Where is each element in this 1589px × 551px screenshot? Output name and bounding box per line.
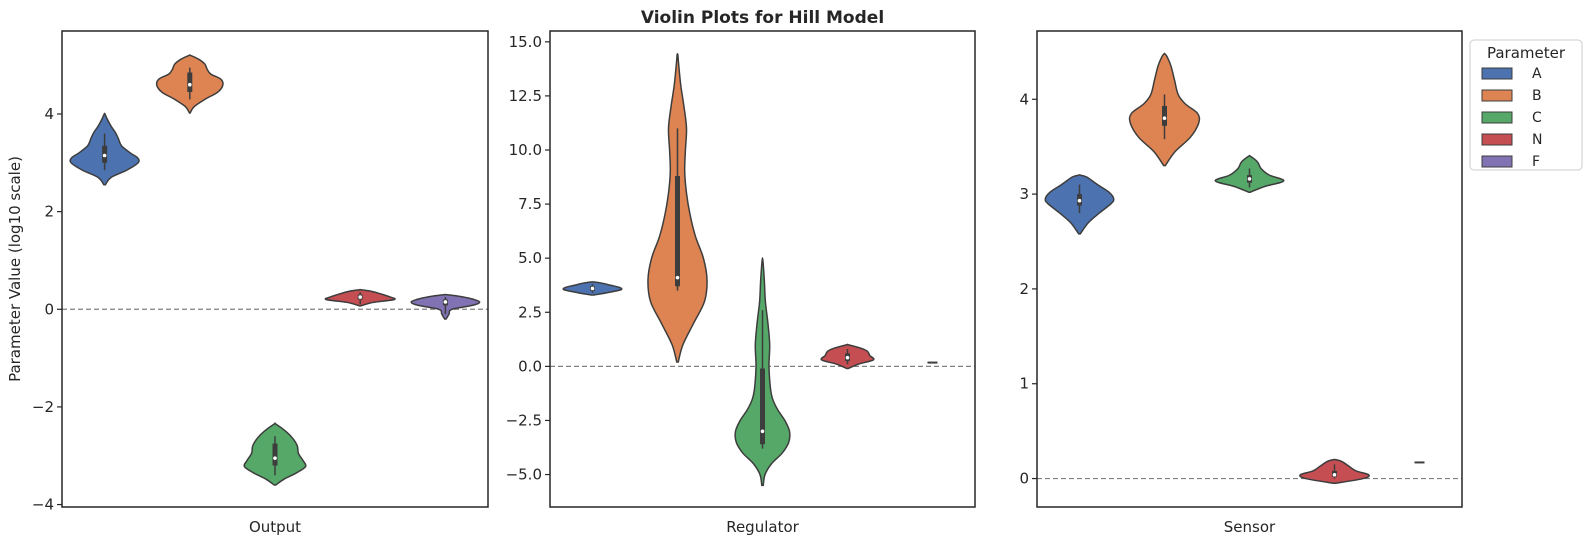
y-tick-label: 3 <box>1019 185 1029 203</box>
violin-B <box>1128 52 1201 167</box>
violin-B <box>155 54 224 114</box>
y-tick-label: −4 <box>32 496 54 514</box>
violin-B <box>647 52 708 363</box>
legend-label: C <box>1532 110 1542 126</box>
violin-median <box>1162 116 1167 121</box>
y-tick-label: 12.5 <box>509 87 542 105</box>
violin-median <box>1247 177 1252 181</box>
y-tick-label: −2.5 <box>506 411 542 429</box>
violin-C <box>243 422 307 486</box>
axes-frame <box>61 30 489 508</box>
y-tick-label: 0 <box>1019 470 1029 488</box>
violin-median <box>358 295 363 299</box>
y-tick-label: −2 <box>32 398 54 416</box>
legend-swatch <box>1481 67 1513 80</box>
panel-output: −4 −2 0 2 4 Output Parameter Value (log10 scal… <box>6 30 489 536</box>
violin-A <box>562 281 623 296</box>
violin-N <box>1299 458 1370 485</box>
legend-item-N: N <box>1481 132 1542 148</box>
violin-N <box>820 343 875 370</box>
violin-median <box>675 275 680 280</box>
y-tick-label: 15.0 <box>509 33 542 51</box>
y-tick-label: −5.0 <box>506 466 542 484</box>
violin-median <box>1077 198 1082 203</box>
legend-label: F <box>1532 154 1540 170</box>
violin-A <box>1044 174 1115 235</box>
figure-title: Violin Plots for Hill Model <box>641 8 884 28</box>
y-axis-label: Parameter Value (log10 scale) <box>6 156 24 382</box>
violin-median <box>845 355 850 360</box>
legend-swatch <box>1481 133 1513 146</box>
violin-F <box>410 293 481 320</box>
violin-N <box>324 288 396 307</box>
y-tick-label: 2.5 <box>518 303 542 321</box>
panels: −4 −2 0 2 4 Output Parameter Value (log10 scal… <box>6 30 1463 536</box>
legend-label: B <box>1532 88 1542 104</box>
legend-swatch <box>1481 89 1513 102</box>
x-axis-label: Output <box>249 518 301 536</box>
y-tick-label: 10.0 <box>509 141 542 159</box>
y-tick-label: 1 <box>1019 375 1029 393</box>
violin-median <box>102 153 107 158</box>
y-tick-label: 2 <box>44 203 54 221</box>
legend-item-A: A <box>1481 66 1542 82</box>
legend-item-F: F <box>1481 154 1540 170</box>
panel-sensor: 0 1 2 3 4 Sensor <box>1019 30 1463 536</box>
violin-median <box>188 82 192 87</box>
y-tick-label: 2 <box>1019 280 1029 298</box>
violin-median <box>273 456 277 460</box>
y-tick-label: 5.0 <box>518 249 542 267</box>
violin-C <box>734 257 791 487</box>
legend-title: Parameter <box>1487 44 1566 62</box>
legend-item-B: B <box>1481 88 1542 104</box>
y-tick-label: 4 <box>44 105 54 123</box>
violin-C <box>1214 154 1285 193</box>
y-tick-label: 0 <box>44 300 54 318</box>
x-axis-label: Regulator <box>726 518 799 536</box>
legend-item-C: C <box>1481 110 1542 126</box>
violin-A <box>69 112 140 186</box>
y-tick-label: 7.5 <box>518 195 542 213</box>
x-axis-label: Sensor <box>1224 518 1276 536</box>
legend-swatch <box>1481 155 1513 168</box>
y-tick-label: 0.0 <box>518 357 542 375</box>
violin-median <box>443 300 448 304</box>
violin-median <box>1332 472 1337 477</box>
axes-frame <box>1036 30 1463 508</box>
legend-swatch <box>1481 111 1513 124</box>
legend-label: N <box>1532 132 1542 148</box>
legend-label: A <box>1532 66 1542 82</box>
violin-median <box>760 429 765 434</box>
axes-frame <box>549 30 976 508</box>
violin-median <box>590 286 595 291</box>
y-tick-label: 4 <box>1019 90 1029 108</box>
panel-regulator: −5.0 −2.5 0.0 2.5 5.0 7.5 10.0 12.5 15.0 Regulato… <box>506 30 976 536</box>
